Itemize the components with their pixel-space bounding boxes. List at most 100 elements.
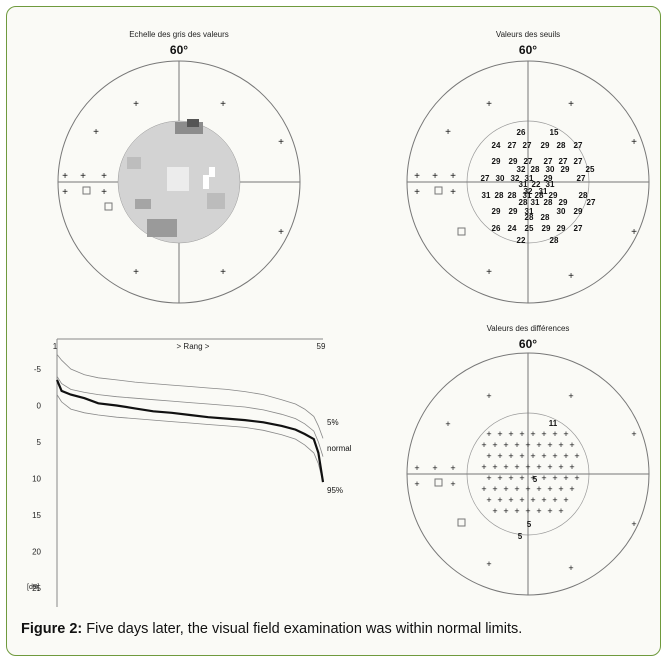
rank-chart: 1 > Rang > 59 -5 0 5 10 15 20 25 [dB] 5% normal… — [27, 338, 352, 607]
threshold-value: 30 — [546, 165, 555, 174]
chart-y-tick: 15 — [32, 511, 41, 520]
differences-plus-mark: + — [450, 479, 455, 489]
differences-blindspot-square — [457, 518, 466, 527]
threshold-value: 29 — [509, 157, 518, 166]
threshold-value: 32 — [511, 174, 520, 183]
thresholds-plus-mark: + — [486, 99, 492, 110]
threshold-value: 29 — [492, 207, 501, 216]
differences-plus-mark: + — [552, 495, 557, 505]
differences-plus-mark: + — [519, 495, 524, 505]
differences-plus-mark: + — [497, 451, 502, 461]
threshold-value: 15 — [550, 128, 559, 137]
thresholds-plus-mark: + — [568, 271, 574, 282]
differences-plus-mark: + — [525, 440, 530, 450]
differences-plus-mark: + — [503, 462, 508, 472]
differences-plus-mark: + — [536, 462, 541, 472]
chart-y-ticks: -5 0 5 10 15 20 25 — [32, 365, 41, 593]
differences-plus-mark: + — [530, 473, 535, 483]
differences-plus-mark: + — [547, 506, 552, 516]
chart-y-tick: 10 — [32, 475, 41, 484]
threshold-value: 28 — [550, 236, 559, 245]
grayscale-angle: 60° — [170, 43, 188, 57]
figure-caption: Figure 2: Five days later, the visual fi… — [21, 621, 660, 637]
differences-plus-mark: + — [552, 473, 557, 483]
grayscale-plus-mark: + — [133, 99, 139, 110]
threshold-value: 30 — [557, 207, 566, 216]
grayscale-plus-mark: + — [278, 137, 284, 148]
differences-plus-mark: + — [492, 462, 497, 472]
chart-series-label: normal — [327, 444, 352, 453]
grayscale-dark-patch — [187, 119, 199, 127]
chart-series-line — [56, 394, 324, 483]
threshold-value: 26 — [492, 224, 501, 233]
thresholds-title: Valeurs des seuils — [496, 30, 560, 39]
differences-plus-mark: + — [563, 473, 568, 483]
chart-y-tick: 5 — [37, 438, 42, 447]
grayscale-title: Echelle des gris des valeurs — [129, 30, 229, 39]
chart-y-tick: 0 — [37, 402, 42, 411]
differences-plus-mark: + — [530, 495, 535, 505]
differences-plus-mark: + — [563, 429, 568, 439]
differences-plus-mark: + — [519, 451, 524, 461]
threshold-value: 29 — [574, 207, 583, 216]
threshold-value: 27 — [574, 157, 583, 166]
differences-plus-mark: + — [432, 463, 437, 473]
threshold-value: 31 — [525, 174, 534, 183]
threshold-value: 32 — [524, 187, 533, 196]
chart-series-label: 95% — [327, 486, 343, 495]
grayscale-blindspot-square — [104, 202, 113, 211]
threshold-value: 27 — [559, 157, 568, 166]
differences-plus-marks: + ++++ + ++ +++ +++++++++++++++++++++++++++++… — [414, 391, 636, 573]
differences-plus-mark: + — [541, 429, 546, 439]
chart-series-label: 5% — [327, 418, 339, 427]
chart-series — [55, 354, 325, 483]
chart-series-line — [56, 354, 324, 439]
differences-plus-mark: + — [574, 473, 579, 483]
differences-plus-mark: + — [492, 506, 497, 516]
differences-plus-mark: + — [481, 462, 486, 472]
differences-plus-mark: + — [547, 462, 552, 472]
differences-plus-mark: + — [519, 429, 524, 439]
grayscale-plus-mark: + — [62, 171, 68, 182]
differences-plus-mark: + — [519, 473, 524, 483]
differences-plus-mark: + — [414, 463, 419, 473]
differences-plus-mark: + — [563, 451, 568, 461]
chart-x-start-label: 1 — [53, 342, 58, 351]
differences-plus-mark: + — [503, 440, 508, 450]
threshold-value: 27 — [544, 157, 553, 166]
differences-plus-mark: + — [450, 463, 455, 473]
differences-plus-mark: + — [574, 451, 579, 461]
differences-plus-mark: + — [508, 451, 513, 461]
differences-plus-mark: + — [541, 495, 546, 505]
differences-plus-mark: + — [552, 429, 557, 439]
threshold-value: 27 — [574, 224, 583, 233]
differences-plus-mark: + — [552, 451, 557, 461]
grayscale-light-patch — [209, 167, 215, 177]
differences-plus-mark: + — [568, 563, 573, 573]
figure-frame: Echelle des gris des valeurs 60° + + + + — [6, 6, 661, 656]
differences-plus-mark: + — [492, 484, 497, 494]
threshold-value: 28 — [531, 165, 540, 174]
thresholds-plus-mark: + — [450, 171, 456, 182]
threshold-value: 22 — [517, 236, 526, 245]
caption-text: Five days later, the visual field examin… — [82, 621, 523, 637]
grayscale-plus-mark: + — [220, 267, 226, 278]
chart-y-tick: 20 — [32, 548, 41, 557]
grayscale-dark-patch — [135, 199, 151, 209]
threshold-value: 27 — [524, 157, 533, 166]
threshold-value: 28 — [495, 191, 504, 200]
differences-title: Valeurs des différences — [487, 324, 570, 333]
differences-angle: 60° — [519, 337, 537, 351]
threshold-value: 29 — [541, 141, 550, 150]
differences-plus-mark: + — [503, 506, 508, 516]
differences-plus-mark: + — [530, 451, 535, 461]
threshold-value: 29 — [561, 165, 570, 174]
differences-plus-mark: + — [514, 462, 519, 472]
threshold-value: 30 — [496, 174, 505, 183]
threshold-value: 31 — [523, 191, 532, 200]
grayscale-plus-mark: + — [278, 227, 284, 238]
threshold-value: 29 — [557, 224, 566, 233]
threshold-value: 27 — [508, 141, 517, 150]
thresholds-plus-mark: + — [450, 187, 456, 198]
